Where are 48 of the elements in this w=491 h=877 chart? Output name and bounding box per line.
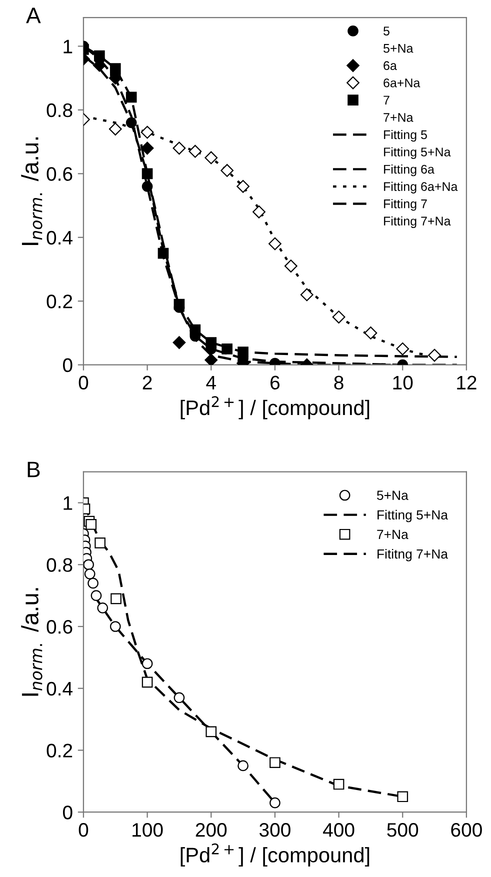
y-tick-label: 0 bbox=[63, 806, 72, 820]
x-tick-label: 400 bbox=[323, 823, 354, 837]
legend-label: 6a bbox=[384, 61, 397, 70]
legend-label: Fitting 6a bbox=[384, 164, 434, 176]
legend-label: 5+Na bbox=[377, 490, 408, 500]
y-tick-label: 0.2 bbox=[46, 744, 72, 758]
legend-label: 7+Na bbox=[377, 530, 408, 540]
y-axis-title: I$_{norm.}$ /a.u. bbox=[21, 588, 42, 696]
legend-label: Fitting 7 bbox=[384, 199, 427, 211]
legend-label: 6a+Na bbox=[384, 78, 420, 88]
y-tick-label: 1 bbox=[64, 496, 72, 510]
x-tick-label: 8 bbox=[334, 376, 344, 390]
y-tick-label: 0.8 bbox=[46, 558, 72, 572]
legend-label: Fitting 5 bbox=[384, 130, 427, 142]
x-tick-label: 6 bbox=[270, 376, 280, 390]
legend-label: 7 bbox=[384, 96, 390, 104]
x-tick-label: 0 bbox=[78, 376, 88, 390]
y-tick-label: 0.6 bbox=[46, 620, 72, 634]
y-tick-label: 1 bbox=[64, 40, 72, 54]
x-tick-label: 600 bbox=[451, 823, 482, 837]
x-tick-label: 100 bbox=[132, 823, 163, 837]
legend-label: Fitting 6a+Na bbox=[384, 182, 458, 194]
x-tick-label: 10 bbox=[393, 376, 413, 390]
x-axis-title: [Pd$^{2+}$] / [compound] bbox=[180, 843, 370, 867]
x-tick-label: 12 bbox=[457, 376, 476, 390]
text: 5+Na bbox=[384, 44, 414, 53]
y-tick-label: 0.8 bbox=[46, 103, 72, 118]
chart-title: A bbox=[26, 8, 41, 24]
y-tick-label: 0.2 bbox=[46, 294, 72, 308]
x-tick-label: 4 bbox=[206, 376, 216, 390]
x-tick-label: 200 bbox=[196, 823, 227, 837]
x-axis-title: [Pd$^{2+}$] / [compound] bbox=[180, 396, 370, 420]
legend-label: 5 bbox=[384, 26, 390, 36]
y-tick-label: 0.4 bbox=[46, 230, 72, 245]
legend-label: Fitting 5+Na bbox=[378, 510, 448, 522]
x-tick-label: 2 bbox=[142, 376, 152, 390]
x-tick-label: 0 bbox=[78, 823, 88, 837]
y-tick-label: 0.6 bbox=[46, 167, 72, 181]
legend-label: Fititng 7+Na bbox=[378, 548, 448, 562]
chart-title: B bbox=[28, 462, 40, 478]
y-tick-label: 0 bbox=[63, 358, 72, 372]
text: Fitting 7+Na bbox=[384, 216, 451, 228]
y-axis-title: I$_{norm.}$ /a.u. bbox=[21, 137, 42, 245]
text: Fitting 5+Na bbox=[384, 147, 451, 159]
text: 7+Na bbox=[384, 113, 414, 122]
x-tick-label: 300 bbox=[259, 823, 290, 837]
x-tick-label: 500 bbox=[387, 823, 418, 837]
y-tick-label: 0.4 bbox=[46, 682, 72, 696]
